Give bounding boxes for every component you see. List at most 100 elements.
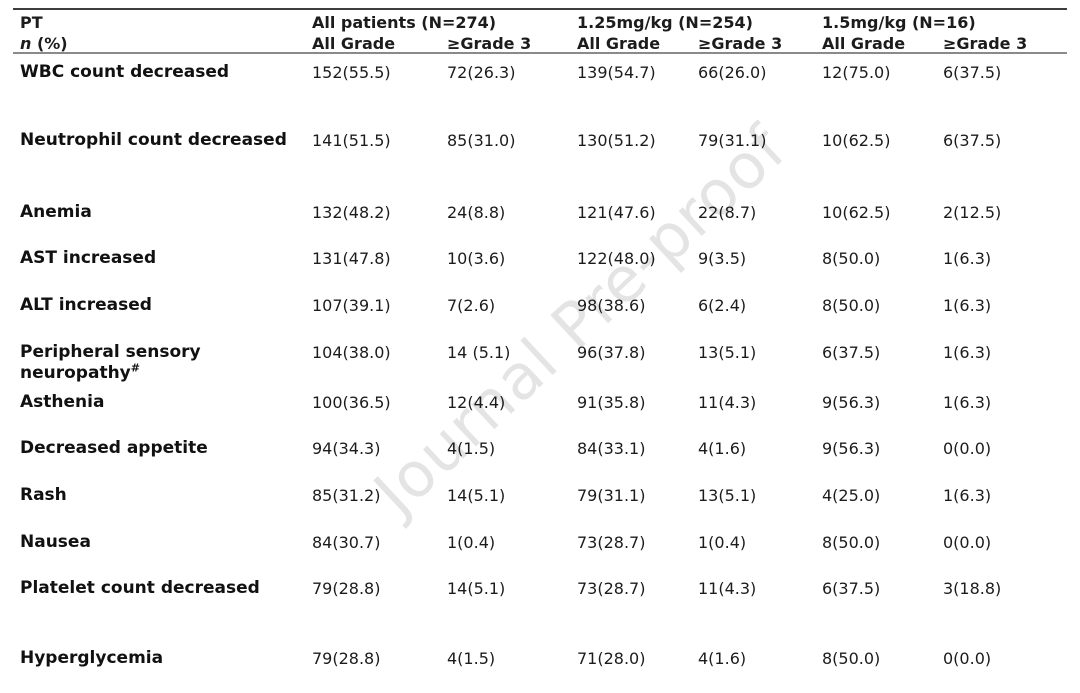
pt-label: ALT increased (20, 295, 152, 315)
value-cell: 9(56.3) (822, 393, 881, 412)
header-group-1-25mgkg: 1.25mg/kg (N=254) (577, 13, 753, 32)
value-cell: 4(1.6) (698, 439, 747, 458)
pt-label: Neutrophil count decreased (20, 130, 287, 150)
value-cell: 2(12.5) (943, 203, 1002, 222)
value-cell: 10(62.5) (822, 203, 891, 222)
value-cell: 10(62.5) (822, 131, 891, 150)
value-cell: 4(1.5) (447, 439, 496, 458)
value-cell: 96(37.8) (577, 343, 646, 362)
value-cell: 132(48.2) (312, 203, 391, 222)
table-row: Neutrophil count decreased 141(51.5) 85(31… (20, 130, 1067, 202)
value-cell: 8(50.0) (822, 649, 881, 668)
table-row: Decreased appetite 94(34.3) 4(1.5) 84(33.1)… (20, 438, 1067, 485)
value-cell: 12(75.0) (822, 63, 891, 82)
value-cell: 1(6.3) (943, 343, 992, 362)
header-group-all-patients: All patients (N=274) (312, 13, 497, 32)
pt-label: Peripheral sensory neuropathy# (20, 342, 201, 383)
value-cell: 85(31.2) (312, 486, 381, 505)
table-top-rule (13, 8, 1067, 10)
value-cell: 22(8.7) (698, 203, 757, 222)
value-cell: 13(5.1) (698, 343, 757, 362)
value-cell: 1(6.3) (943, 249, 992, 268)
table-row: Anemia 132(48.2) 24(8.8) 121(47.6) 22(8.7) 10… (20, 202, 1067, 248)
value-cell: 14(5.1) (447, 579, 506, 598)
value-cell: 14 (5.1) (447, 343, 511, 362)
value-cell: 84(30.7) (312, 533, 381, 552)
value-cell: 1(6.3) (943, 296, 992, 315)
value-cell: 73(28.7) (577, 533, 646, 552)
value-cell: 1(6.3) (943, 393, 992, 412)
table-row: Rash 85(31.2) 14(5.1) 79(31.1) 13(5.1) 4(25.0… (20, 485, 1067, 532)
value-cell: 0(0.0) (943, 439, 992, 458)
value-cell: 0(0.0) (943, 649, 992, 668)
value-cell: 10(3.6) (447, 249, 506, 268)
table-row: Nausea 84(30.7) 1(0.4) 73(28.7) 1(0.4) 8(50.0… (20, 532, 1067, 578)
value-cell: 121(47.6) (577, 203, 656, 222)
value-cell: 122(48.0) (577, 249, 656, 268)
value-cell: 14(5.1) (447, 486, 506, 505)
header-sub-all-grade-3: All Grade (822, 34, 906, 53)
pt-label: WBC count decreased (20, 62, 230, 82)
value-cell: 1(6.3) (943, 486, 992, 505)
value-cell: 85(31.0) (447, 131, 516, 150)
value-cell: 8(50.0) (822, 249, 881, 268)
value-cell: 11(4.3) (698, 579, 757, 598)
footnote-marker: # (130, 361, 140, 375)
value-cell: 98(38.6) (577, 296, 646, 315)
header-pt-label: PT (20, 13, 43, 32)
value-cell: 66(26.0) (698, 63, 767, 82)
pt-label: Nausea (20, 532, 91, 552)
table-row: Platelet count decreased 79(28.8) 14(5.1) 7… (20, 578, 1067, 648)
header-n-italic: n (20, 34, 32, 53)
value-cell: 12(4.4) (447, 393, 506, 412)
pt-label: AST increased (20, 248, 157, 268)
value-cell: 6(37.5) (943, 131, 1002, 150)
value-cell: 79(31.1) (698, 131, 767, 150)
header-percent-rest: (%) (31, 34, 68, 53)
pt-label: Platelet count decreased (20, 578, 260, 598)
pt-label: Hyperglycemia (20, 648, 164, 668)
value-cell: 11(4.3) (698, 393, 757, 412)
value-cell: 9(56.3) (822, 439, 881, 458)
value-cell: 130(51.2) (577, 131, 656, 150)
value-cell: 107(39.1) (312, 296, 391, 315)
value-cell: 0(0.0) (943, 533, 992, 552)
value-cell: 13(5.1) (698, 486, 757, 505)
value-cell: 4(1.5) (447, 649, 496, 668)
value-cell: 6(37.5) (943, 63, 1002, 82)
table-row: WBC count decreased 152(55.5) 72(26.3) 139(… (20, 62, 1067, 130)
value-cell: 4(1.6) (698, 649, 747, 668)
value-cell: 72(26.3) (447, 63, 516, 82)
value-cell: 7(2.6) (447, 296, 496, 315)
value-cell: 84(33.1) (577, 439, 646, 458)
value-cell: 79(31.1) (577, 486, 646, 505)
header-sub-all-grade-1: All Grade (312, 34, 396, 53)
value-cell: 24(8.8) (447, 203, 506, 222)
value-cell: 104(38.0) (312, 343, 391, 362)
table-body: WBC count decreased 152(55.5) 72(26.3) 139(… (20, 62, 1067, 693)
value-cell: 1(0.4) (698, 533, 747, 552)
value-cell: 9(3.5) (698, 249, 747, 268)
value-cell: 4(25.0) (822, 486, 881, 505)
pt-label: Rash (20, 485, 67, 505)
value-cell: 141(51.5) (312, 131, 391, 150)
value-cell: 139(54.7) (577, 63, 656, 82)
header-sub-all-grade-2: All Grade (577, 34, 661, 53)
value-cell: 6(37.5) (822, 579, 881, 598)
value-cell: 73(28.7) (577, 579, 646, 598)
header-sub-grade3-2: ≥Grade 3 (698, 34, 783, 53)
value-cell: 8(50.0) (822, 296, 881, 315)
value-cell: 71(28.0) (577, 649, 646, 668)
value-cell: 152(55.5) (312, 63, 391, 82)
pt-label: Anemia (20, 202, 92, 222)
table-row: Asthenia 100(36.5) 12(4.4) 91(35.8) 11(4.3) 9… (20, 392, 1067, 438)
table-header-rule (13, 52, 1067, 54)
value-cell: 100(36.5) (312, 393, 391, 412)
table-header: PT All patients (N=274) 1.25mg/kg (N=254… (20, 12, 1067, 54)
value-cell: 3(18.8) (943, 579, 1002, 598)
value-cell: 8(50.0) (822, 533, 881, 552)
value-cell: 6(37.5) (822, 343, 881, 362)
value-cell: 131(47.8) (312, 249, 391, 268)
header-sub-grade3-3: ≥Grade 3 (943, 34, 1028, 53)
